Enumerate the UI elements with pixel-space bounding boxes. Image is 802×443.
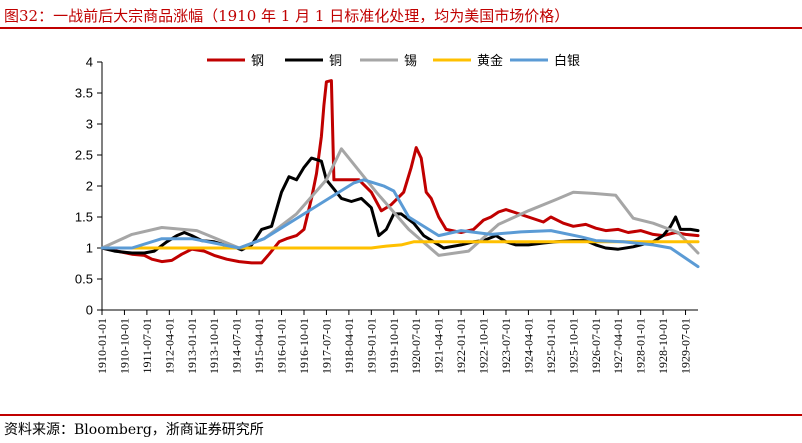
- x-tick-label: 1926-07-01: [589, 318, 603, 374]
- legend-label: 黄金: [477, 53, 503, 69]
- y-tick-label: 1.5: [75, 210, 93, 225]
- x-tick-label: 1922-10-01: [477, 318, 491, 374]
- x-tick-label: 1911-07-01: [140, 318, 154, 374]
- x-tick-label: 1919-01-01: [364, 318, 378, 374]
- x-tick-label: 1929-07-01: [679, 318, 693, 374]
- x-tick-label: 1918-04-01: [342, 318, 356, 374]
- x-tick-label: 1920-07-01: [409, 318, 423, 374]
- legend-label: 锡: [404, 54, 417, 69]
- y-axis: 0 0.5 1 1.5 2 2.5 3 3.5 4: [75, 55, 103, 318]
- y-tick-label: 1: [86, 241, 93, 256]
- series-line-黄金: [100, 240, 700, 250]
- x-tick-label: 1924-04-01: [521, 318, 535, 374]
- x-tick-label: 1910-10-01: [117, 318, 131, 374]
- y-tick-label: 4: [86, 55, 93, 70]
- x-tick-label: 1910-01-01: [95, 318, 109, 374]
- x-tick-label: 1914-07-01: [230, 318, 244, 374]
- x-tick-label: 1928-10-01: [656, 318, 670, 374]
- y-tick-label: 0: [86, 303, 93, 318]
- title-divider: [0, 27, 802, 29]
- x-tick-label: 1925-01-01: [544, 318, 558, 374]
- line-chart: 00.511.522.533.54 1910-01-01 1910-10-01 19…: [75, 53, 700, 374]
- y-tick-label: 0.5: [75, 272, 93, 287]
- x-tick-label: 1916-10-01: [297, 318, 311, 374]
- legend-item: 钢: [207, 54, 264, 69]
- legend-item: 锡: [360, 54, 417, 69]
- series-line-锡: [100, 147, 700, 257]
- series-line-白银: [100, 178, 700, 269]
- legend-label: 白银: [554, 53, 580, 69]
- x-tick-label: 1917-07-01: [319, 318, 333, 374]
- legend-label: 铜: [329, 54, 342, 69]
- x-tick-label: 1923-07-01: [499, 318, 513, 374]
- x-tick-label: 1925-10-01: [566, 318, 580, 374]
- x-tick-label: 1913-10-01: [207, 318, 221, 374]
- x-tick-label: 1927-04-01: [611, 318, 625, 374]
- legend-item: 铜: [285, 54, 342, 69]
- x-tick-label: 1922-01-01: [454, 318, 468, 374]
- legend-label: 钢: [251, 54, 264, 69]
- series-line-钢: [100, 79, 700, 265]
- y-tick-label: 2.5: [75, 148, 93, 163]
- legend-item: 白银: [510, 53, 580, 69]
- x-tick-label: 1921-04-01: [432, 318, 446, 374]
- y-tick-label: 2: [86, 179, 93, 194]
- x-tick-label: 1916-01-01: [275, 318, 289, 374]
- x-tick-label: 1913-01-01: [185, 318, 199, 374]
- y-tick-label: 3: [86, 117, 93, 132]
- source-divider: [0, 414, 802, 416]
- x-tick-label: 1915-04-01: [252, 318, 266, 374]
- source-note: 资料来源：Bloomberg，浙商证券研究所: [4, 422, 264, 438]
- x-tick-label: 1912-04-01: [162, 318, 176, 374]
- legend: 钢 铜 锡 黄金 白银: [207, 53, 580, 69]
- x-tick-label: 1928-01-01: [634, 318, 648, 374]
- series-lines: [100, 79, 700, 269]
- chart-title: 图32：一战前后大宗商品涨幅（1910 年 1 月 1 日标准化处理，均为美国市…: [4, 7, 570, 25]
- x-tick-label: 1919-10-01: [387, 318, 401, 374]
- legend-item: 黄金: [433, 53, 503, 69]
- x-axis: 1910-01-01 1910-10-01 1911-07-01 1912-04-01…: [95, 309, 698, 374]
- y-tick-label: 3.5: [75, 86, 93, 101]
